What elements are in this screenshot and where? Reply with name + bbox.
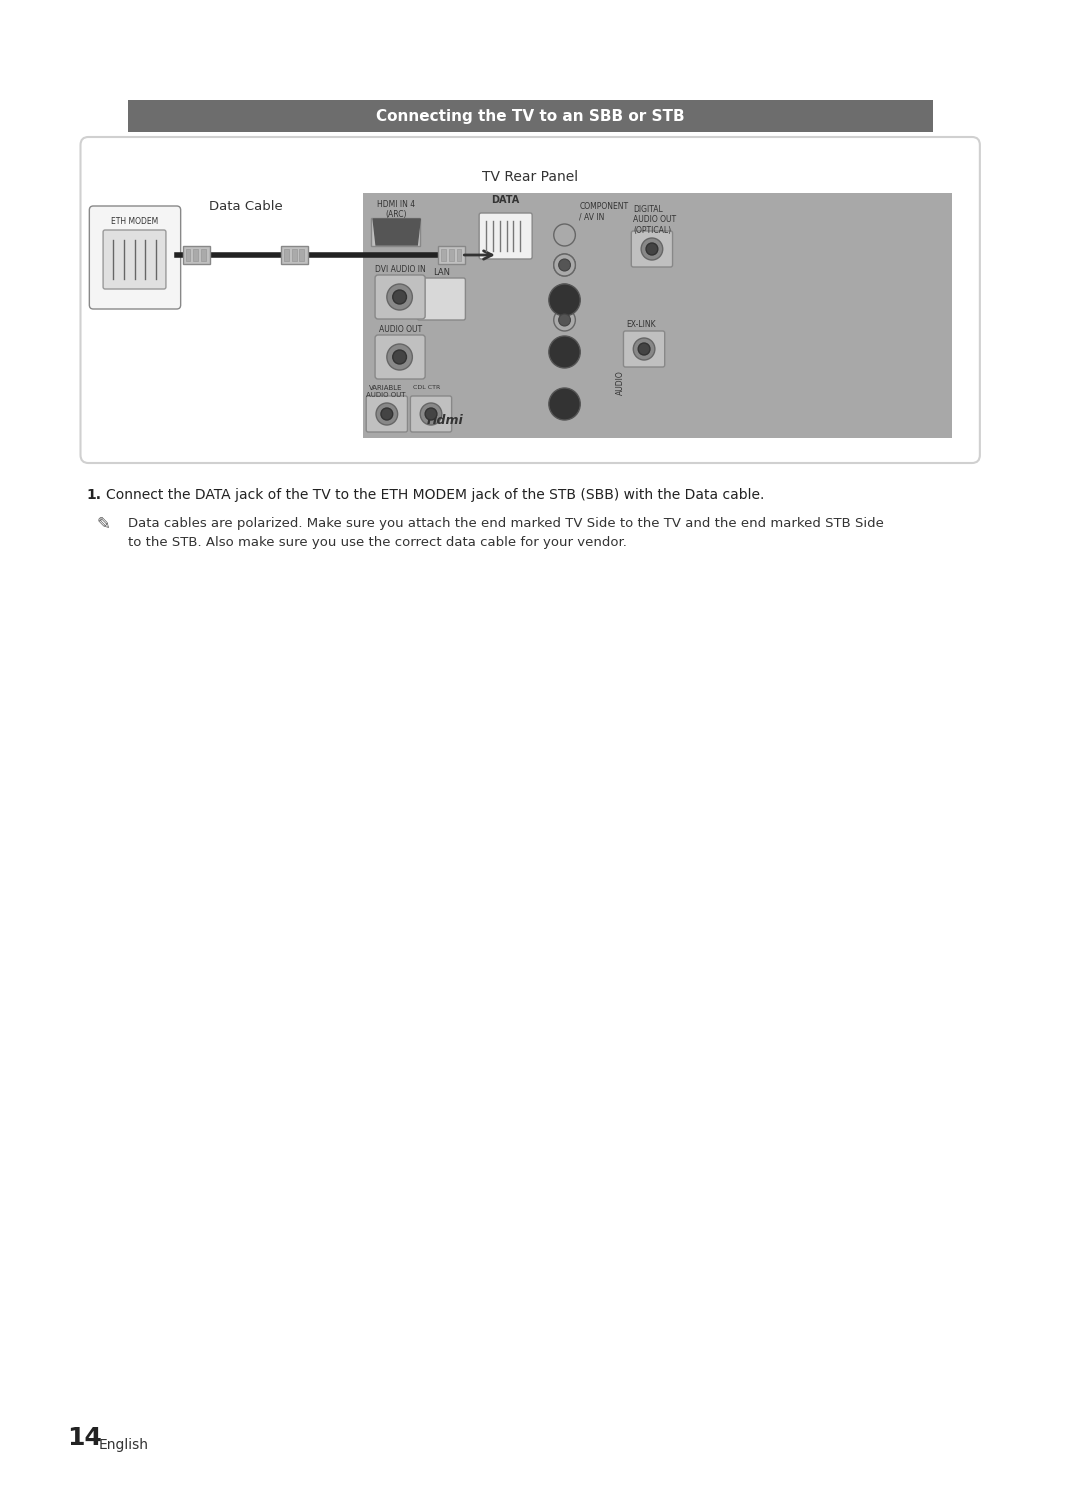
Text: Hdmi: Hdmi [427,414,463,426]
Circle shape [426,408,437,420]
Text: VARIABLE
AUDIO OUT: VARIABLE AUDIO OUT [366,385,406,397]
FancyBboxPatch shape [623,332,664,368]
Circle shape [633,338,654,360]
Bar [372,218,420,247]
Text: ✎: ✎ [96,515,110,533]
Bar [363,193,953,438]
Text: EX-LINK: EX-LINK [626,320,656,329]
Bar [186,249,190,261]
Bar [457,249,461,261]
Circle shape [554,254,576,276]
Circle shape [549,388,580,420]
Text: AUDIO: AUDIO [616,371,625,394]
Bar [284,249,288,261]
Bar [193,249,199,261]
FancyBboxPatch shape [410,396,451,432]
Text: COMPONENT
/ AV IN: COMPONENT / AV IN [579,202,629,221]
Circle shape [393,290,406,303]
Circle shape [554,224,576,247]
Text: 1.: 1. [86,489,102,502]
Circle shape [646,244,658,255]
Text: DATA: DATA [491,196,519,205]
Text: LAN: LAN [433,267,450,276]
Bar [437,247,465,264]
FancyBboxPatch shape [103,230,166,288]
Circle shape [642,238,663,260]
Circle shape [393,350,406,365]
FancyBboxPatch shape [81,137,980,463]
Text: ETH MODEM: ETH MODEM [111,218,159,227]
FancyBboxPatch shape [375,335,426,379]
Bar [201,249,206,261]
Circle shape [387,344,413,371]
Text: HDMI IN 4
(ARC): HDMI IN 4 (ARC) [377,200,415,220]
Text: Data cables are polarized. Make sure you attach the end marked TV Side to the TV: Data cables are polarized. Make sure you… [127,517,883,548]
Text: DVI AUDIO IN: DVI AUDIO IN [375,264,426,273]
Circle shape [381,408,393,420]
FancyBboxPatch shape [417,278,465,320]
Bar [127,100,933,131]
Text: DIGITAL
AUDIO OUT
(OPTICAL): DIGITAL AUDIO OUT (OPTICAL) [633,205,676,235]
Text: Connect the DATA jack of the TV to the ETH MODEM jack of the STB (SBB) with the : Connect the DATA jack of the TV to the E… [106,489,765,502]
Bar [441,249,446,261]
FancyBboxPatch shape [480,214,532,258]
Bar [183,247,211,264]
Bar [299,249,305,261]
Circle shape [387,284,413,309]
Text: English: English [98,1439,148,1452]
FancyBboxPatch shape [90,206,180,309]
Circle shape [549,284,580,317]
Circle shape [420,403,442,424]
Text: AUDIO OUT: AUDIO OUT [379,326,422,335]
Text: Connecting the TV to an SBB or STB: Connecting the TV to an SBB or STB [376,109,685,124]
Bar [292,249,297,261]
Circle shape [554,254,576,276]
Circle shape [558,258,570,270]
FancyBboxPatch shape [632,232,673,267]
FancyBboxPatch shape [366,396,407,432]
Circle shape [554,309,576,332]
Circle shape [558,314,570,326]
Bar [448,249,454,261]
FancyBboxPatch shape [375,275,426,320]
Text: Data Cable: Data Cable [208,200,282,214]
Text: TV Rear Panel: TV Rear Panel [482,170,578,184]
Polygon shape [373,220,420,245]
Bar [281,247,308,264]
Circle shape [638,344,650,356]
Circle shape [554,284,576,306]
Text: 14: 14 [67,1425,102,1451]
Circle shape [376,403,397,424]
Circle shape [549,336,580,368]
Text: CDL CTR: CDL CTR [414,385,441,390]
